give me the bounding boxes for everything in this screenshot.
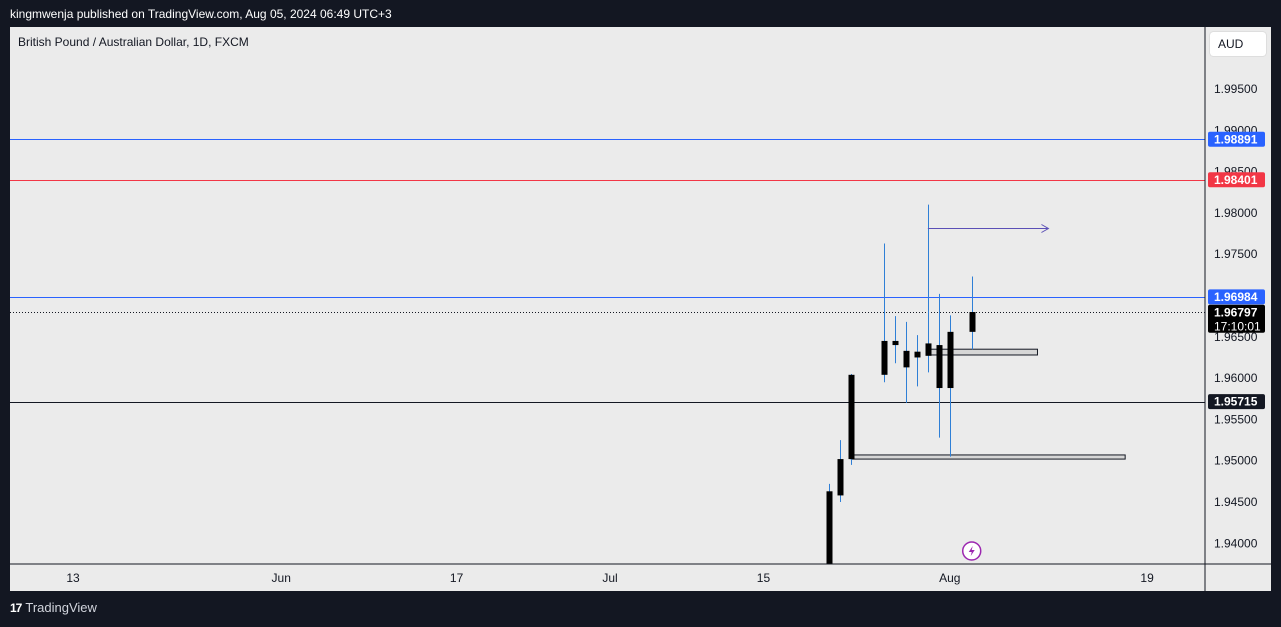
candle-body <box>914 351 921 358</box>
zone-rectangle <box>927 348 1038 356</box>
price-tick-label: 1.98000 <box>1214 206 1258 220</box>
zones-layer <box>850 348 1126 460</box>
symbol-title: British Pound / Australian Dollar, 1D, F… <box>18 35 249 49</box>
time-tick-label: 17 <box>450 571 464 585</box>
price-tick-label: 1.95500 <box>1214 412 1258 426</box>
price-tick-label: 1.94500 <box>1214 495 1258 509</box>
price-label-bg <box>1208 304 1265 333</box>
lightning-bolt <box>968 546 975 556</box>
candle-body <box>925 343 932 356</box>
price-tick-label: 1.94000 <box>1214 536 1258 550</box>
price-label-bg <box>1208 289 1265 305</box>
candle-body <box>936 345 943 389</box>
price-label-bg <box>1208 394 1265 410</box>
price-labels-layer: 1.98891 1.98401 1.96984 1.95715 1.9679717:10… <box>1208 131 1265 410</box>
time-tick-label: Jul <box>602 571 617 585</box>
chart-area[interactable]: 1.995001.990001.985001.980001.975001.970… <box>10 27 1271 591</box>
time-tick-label: Jun <box>272 571 291 585</box>
price-tick-label: 1.96500 <box>1214 330 1258 344</box>
time-axis[interactable]: 13Jun17Jul15Aug19Sep16Oct <box>66 571 1271 585</box>
zone-rectangle <box>850 454 1126 460</box>
price-label: 1.96797 <box>1214 305 1258 319</box>
candlestick-chart[interactable]: 1.995001.990001.985001.980001.975001.970… <box>10 27 1271 591</box>
footer: 17 TradingView <box>10 600 97 615</box>
time-tick-label: 13 <box>66 571 80 585</box>
candle-body <box>837 459 844 496</box>
price-label: 1.96984 <box>1214 290 1258 304</box>
candle-body <box>881 340 888 375</box>
price-label: 1.98401 <box>1214 173 1258 187</box>
price-label: 1.98891 <box>1214 132 1258 146</box>
price-tick-label: 1.96000 <box>1214 371 1258 385</box>
candle-body <box>826 491 833 564</box>
candles-layer <box>826 204 976 564</box>
price-tick-label: 1.95000 <box>1214 454 1258 468</box>
candle-body <box>903 350 910 368</box>
time-tick-label: 19 <box>1140 571 1154 585</box>
time-tick-label: 15 <box>757 571 771 585</box>
publish-caption: kingmwenja published on TradingView.com,… <box>10 7 392 21</box>
price-tick-label: 1.99500 <box>1214 82 1258 96</box>
footer-brand: TradingView <box>25 600 97 615</box>
horizontal-lines-layer <box>10 139 1205 403</box>
candle-body <box>892 340 899 346</box>
price-label-bg <box>1208 131 1265 147</box>
candle-body <box>848 374 855 460</box>
price-label-bg <box>1208 172 1265 188</box>
countdown-label: 17:10:01 <box>1214 319 1261 333</box>
arrow-head <box>1041 224 1050 233</box>
overlay-layer <box>927 224 1050 561</box>
price-tick-label: 1.97500 <box>1214 247 1258 261</box>
tradingview-logo-icon: 17 <box>10 600 22 615</box>
candle-body <box>947 331 954 389</box>
price-label: 1.95715 <box>1214 395 1258 409</box>
time-tick-label: Aug <box>939 571 960 585</box>
candle-body <box>969 312 976 332</box>
currency-selector[interactable]: AUD <box>1210 32 1266 56</box>
